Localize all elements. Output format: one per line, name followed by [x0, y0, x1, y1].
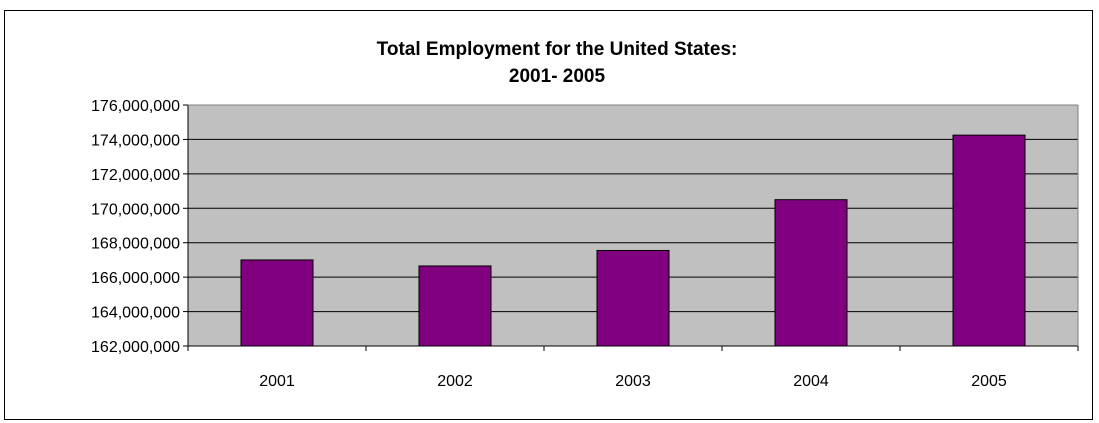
y-tick-label: 162,000,000: [91, 339, 180, 356]
x-tick-label: 2001: [259, 373, 295, 390]
y-tick-label: 170,000,000: [91, 201, 180, 218]
y-tick-label: 166,000,000: [91, 270, 180, 287]
y-tick-label: 172,000,000: [91, 167, 180, 184]
y-axis-tick-labels: 162,000,000 164,000,000 166,000,000 168,000…: [91, 98, 180, 356]
bar-2003: [596, 249, 670, 347]
x-tick-label: 2005: [971, 373, 1007, 390]
axes: [183, 104, 1079, 351]
x-tick-label: 2003: [615, 373, 651, 390]
bar-2004: [774, 199, 848, 347]
bar-2002: [418, 265, 492, 347]
x-tick-label: 2004: [793, 373, 829, 390]
chart-title-line2: 2001- 2005: [509, 66, 606, 87]
x-axis-tick-labels: 2001 2002 2003 2004 2005: [259, 373, 1007, 390]
y-tick-label: 176,000,000: [91, 98, 180, 115]
y-tick-label: 168,000,000: [91, 236, 180, 253]
bar-2001: [240, 259, 314, 347]
chart-title-line1: Total Employment for the United States:: [377, 39, 738, 60]
y-tick-label: 174,000,000: [91, 132, 180, 149]
y-tick-label: 164,000,000: [91, 305, 180, 322]
bar-2005: [952, 134, 1026, 347]
x-tick-label: 2002: [437, 373, 473, 390]
